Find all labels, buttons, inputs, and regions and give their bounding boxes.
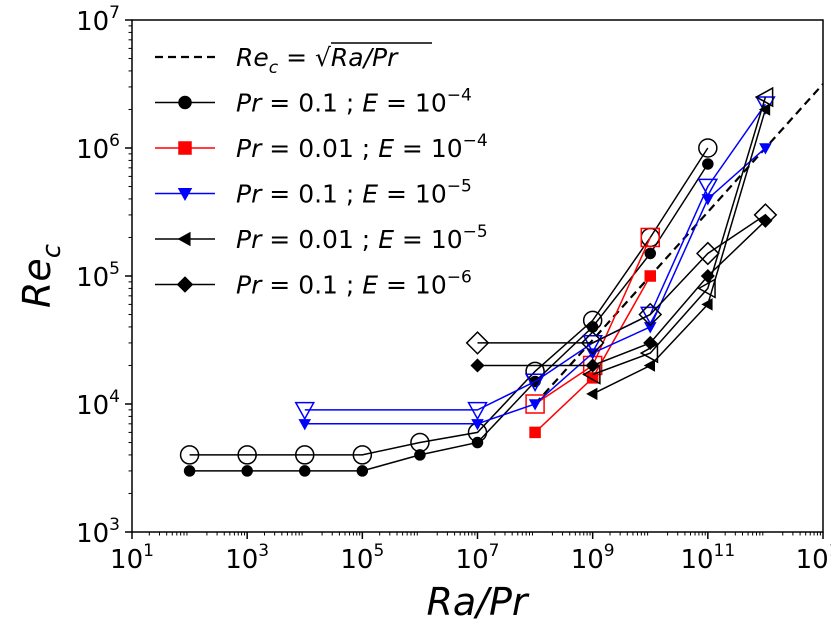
series-4-filled-point (643, 335, 658, 350)
series-2-open-point (524, 373, 546, 393)
series-2-filled-point (298, 419, 312, 431)
legend-marker-2 (177, 187, 193, 202)
series-0-open-point (352, 445, 373, 465)
series-4-open-point (465, 331, 490, 355)
series-1-open-point (525, 394, 545, 414)
series-1-open-point (640, 227, 660, 248)
series-0-filled-point (586, 321, 599, 333)
x-tick-label: 109 (571, 541, 615, 575)
series-3-open-point (754, 86, 774, 108)
y-tick-label: 103 (76, 515, 120, 549)
legend-label-4: Pr = 0.1 ; E = 10−6 (236, 268, 472, 300)
y-tick-label: 106 (76, 131, 120, 165)
y-axis-title-sub: c (37, 244, 67, 258)
series-1 (525, 227, 660, 439)
series-2-filled-point (701, 194, 715, 206)
series-4 (465, 203, 778, 373)
series-4-open-point (580, 331, 605, 355)
y-tick-label: 105 (76, 259, 120, 293)
series-0-open-point (179, 445, 200, 465)
series-0-filled-point (183, 465, 196, 477)
series-0-filled-point (241, 465, 253, 477)
series-4-open-line (477, 214, 766, 344)
data-layer (179, 83, 823, 477)
legend-label-3: Pr = 0.01 ; E = 10−5 (236, 222, 488, 254)
series-2-open-point (582, 334, 603, 354)
series-2-filled-point (471, 419, 484, 431)
y-tick-label: 104 (76, 387, 120, 421)
series-0-filled-point (702, 158, 714, 170)
x-tick-label: 101 (110, 541, 154, 575)
tick-layer: 10110310510710910111013103104105106107 (76, 3, 831, 575)
series-0-filled-point (356, 465, 369, 477)
series-0-filled-point (414, 449, 426, 461)
series-2-filled-point (528, 399, 542, 411)
series-1-filled-point (644, 270, 656, 282)
series-3-filled-point (586, 387, 598, 401)
x-tick-label: 1013 (796, 541, 831, 575)
series-3 (582, 86, 774, 401)
y-axis-title: Rec (15, 244, 67, 308)
legend: Rec = √Ra/Pr Pr = 0.1 ; E = 10−4 Pr = 0.01… (155, 42, 488, 300)
series-0-filled-point (471, 436, 484, 449)
series-0-filled-point (644, 247, 656, 260)
series-3-filled-point (701, 298, 713, 311)
series-4-filled-point (470, 358, 485, 373)
series-0-open-line (189, 147, 709, 456)
series-0-open-point (698, 138, 718, 158)
series-3-filled-line (592, 109, 767, 395)
series-2-filled-point (759, 143, 772, 155)
series-3-open-line (592, 96, 767, 376)
series-2-open-point (697, 178, 719, 198)
legend-marker-0 (178, 95, 192, 110)
series-0-filled-line (189, 163, 709, 472)
x-tick-label: 105 (340, 541, 384, 575)
x-tick-label: 107 (456, 541, 500, 575)
series-3-open-point (697, 278, 716, 299)
series-4-open-point (638, 302, 663, 327)
legend-label-1: Pr = 0.01 ; E = 10−4 (236, 131, 488, 163)
series-2-open-point (639, 306, 661, 326)
legend-label-0: Pr = 0.1 ; E = 10−4 (236, 86, 472, 118)
series-0 (179, 138, 718, 477)
series-3-filled-point (758, 103, 771, 116)
y-tick-label: 107 (76, 3, 120, 37)
x-tick-label: 1011 (680, 541, 735, 575)
series-3-filled-point (643, 359, 655, 372)
series-4-open-point (695, 241, 720, 266)
svg-text:Rec: Rec (15, 244, 67, 308)
series-4-filled-point (700, 268, 715, 284)
legend-marker-4 (176, 276, 194, 293)
series-2-open-point (294, 401, 316, 421)
series-2-filled-point (643, 322, 657, 334)
series-0-filled-point (299, 465, 311, 477)
x-tick-label: 103 (225, 541, 269, 575)
series-0-open-point (295, 445, 315, 465)
series-0-open-point (237, 445, 257, 465)
legend-label-2: Pr = 0.1 ; E = 10−5 (236, 177, 472, 209)
y-axis-title-main: Re (15, 258, 59, 308)
series-4-filled-point (758, 213, 773, 228)
series-1-filled-point (586, 372, 599, 384)
legend-marker-1 (178, 141, 192, 155)
series-2-open-point (467, 401, 488, 421)
x-axis-title: Ra/Pr (426, 580, 529, 624)
series-4-filled-point (585, 358, 600, 373)
reference-line (534, 83, 823, 405)
legend-label-reference: Rec = √Ra/Pr (236, 43, 399, 78)
series-1-filled-point (529, 426, 541, 439)
legend-marker-3 (177, 231, 191, 247)
